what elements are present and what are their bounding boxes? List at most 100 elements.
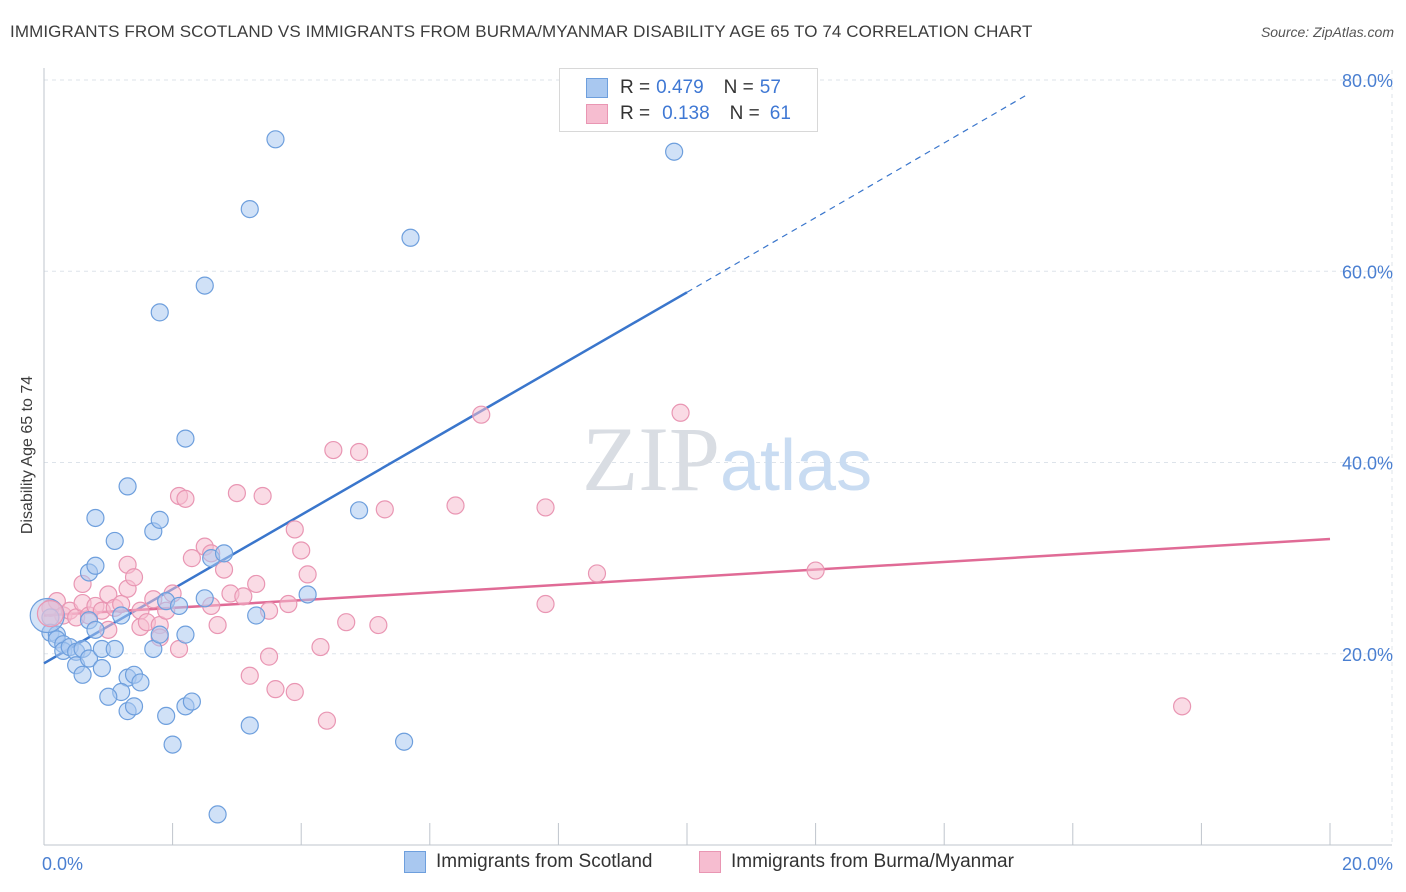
burma-point xyxy=(298,565,317,584)
burma-point xyxy=(227,484,246,503)
burma-point xyxy=(176,489,195,508)
scotland-point xyxy=(247,606,266,625)
scotland-point xyxy=(163,735,182,754)
r-value: 0.479 xyxy=(656,77,704,98)
scotland-point xyxy=(195,589,214,608)
burma-point xyxy=(671,403,690,422)
scotland-point xyxy=(131,673,150,692)
burma-point xyxy=(369,615,388,635)
scotland-point xyxy=(124,697,144,716)
burma-point xyxy=(253,486,272,506)
burma-point xyxy=(292,541,311,560)
burma-point xyxy=(536,498,555,517)
burma-point xyxy=(587,564,607,583)
burma-swatch xyxy=(586,104,608,124)
n-value: 61 xyxy=(769,103,791,124)
burma-point xyxy=(266,680,285,699)
scotland-point xyxy=(105,639,124,659)
x-tick-label: 20.0% xyxy=(1342,854,1393,874)
scotland-point xyxy=(86,508,105,528)
burma-point xyxy=(240,666,259,685)
scotland-point xyxy=(401,228,420,247)
burma-point xyxy=(446,496,465,515)
scotland-point xyxy=(240,716,259,735)
burma-point xyxy=(1173,697,1192,716)
scotland-point xyxy=(150,625,169,644)
burma-point xyxy=(806,561,825,580)
scotland-swatch xyxy=(586,78,608,98)
scotland-point xyxy=(208,805,227,824)
burma-point xyxy=(285,520,304,539)
y-tick-label: 40.0% xyxy=(1342,454,1393,474)
scotland-point xyxy=(195,276,214,295)
scotland-point xyxy=(86,556,105,575)
r-value: 0.138 xyxy=(662,103,710,124)
scotland-point xyxy=(182,692,201,711)
scotland-point xyxy=(266,130,285,149)
n-value: 57 xyxy=(759,77,781,98)
scotland-point xyxy=(73,665,92,684)
scotland-point xyxy=(665,142,684,161)
correlation-legend: R = 0.479 N = 57 R = 0.138 N = 61 xyxy=(559,68,818,132)
burma-point xyxy=(247,574,266,594)
scotland-point xyxy=(349,501,369,520)
source-label: Source: ZipAtlas.com xyxy=(1260,24,1394,40)
scotland-point xyxy=(150,303,169,322)
axes xyxy=(43,68,1392,846)
scotland-legend-swatch xyxy=(404,851,426,873)
trend-line-burma xyxy=(43,537,1331,617)
watermark-zip: ZIP xyxy=(582,408,720,510)
burma-point xyxy=(36,599,65,628)
scotland-point xyxy=(214,544,234,563)
y-tick-label: 20.0% xyxy=(1342,645,1393,665)
scotland-point xyxy=(112,606,131,625)
scotland-point xyxy=(176,429,195,448)
grid-lines xyxy=(44,70,1393,845)
burma-point xyxy=(234,587,253,606)
n-label: N = xyxy=(723,77,754,98)
burma-point xyxy=(324,440,343,460)
scotland-point xyxy=(157,706,176,726)
scotland-point xyxy=(79,649,99,668)
chart-title: IMMIGRANTS FROM SCOTLAND VS IMMIGRANTS F… xyxy=(10,22,1033,41)
burma-point xyxy=(279,594,298,614)
r-label: R = xyxy=(620,77,651,98)
burma-point xyxy=(285,682,304,702)
scotland-point xyxy=(105,531,124,551)
scotland-point xyxy=(150,510,169,529)
legend-item-scotland: Immigrants from Scotland xyxy=(404,851,652,873)
burma-point xyxy=(182,549,201,568)
y-tick-label: 80.0% xyxy=(1342,71,1393,91)
scotland-point xyxy=(169,596,189,616)
x-tick-label: 0.0% xyxy=(42,854,83,874)
burma-point xyxy=(311,637,330,657)
scotland-point xyxy=(394,732,414,751)
burma-point xyxy=(349,442,369,462)
scotland-point xyxy=(240,199,259,219)
burma-point xyxy=(259,647,279,666)
burma-legend-swatch xyxy=(699,851,721,873)
burma-point xyxy=(208,615,227,635)
legend-row-scotland: R = 0.479 N = 57 xyxy=(586,76,781,100)
scotland-point xyxy=(298,585,317,604)
scotland-point xyxy=(99,687,118,706)
burma-point xyxy=(124,568,144,587)
burma-point xyxy=(337,613,356,632)
burma-point xyxy=(472,405,491,424)
scotland-point xyxy=(86,620,105,639)
scotland-point xyxy=(176,625,195,644)
n-label: N = xyxy=(729,103,760,124)
burma-legend-label: Immigrants from Burma/Myanmar xyxy=(731,851,1014,872)
burma-point xyxy=(375,500,394,519)
tick-labels: 20.0% 40.0% 60.0% 80.0% 0.0% 20.0% xyxy=(42,71,1393,874)
burma-point xyxy=(536,594,555,614)
y-tick-label: 60.0% xyxy=(1342,262,1393,282)
trend-lines xyxy=(43,93,1331,665)
burma-point xyxy=(317,711,337,730)
watermark-atlas: atlas xyxy=(720,426,872,506)
scotland-point xyxy=(118,477,137,496)
data-points xyxy=(29,130,1192,824)
legend-row-burma: R = 0.138 N = 61 xyxy=(586,102,791,126)
scotland-point xyxy=(92,658,111,678)
